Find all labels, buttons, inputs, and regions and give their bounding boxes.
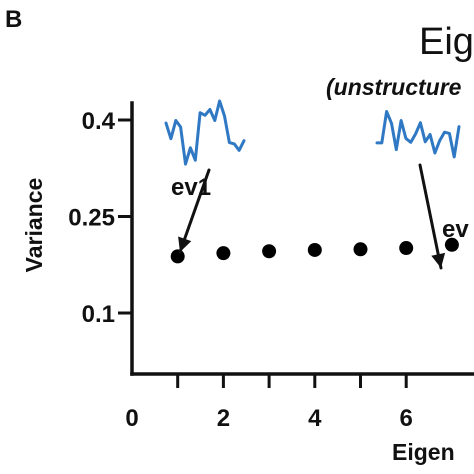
data-point [399,241,414,256]
y-axis-label: Variance [21,178,47,273]
points-layer [170,237,459,264]
unstructured-annotation: (unstructure [326,74,462,100]
data-point [216,246,231,261]
y-tick-label: 0.1 [82,301,115,328]
sparkline-left [164,99,246,166]
data-point [262,244,277,259]
data-point [353,242,368,257]
axes-layer [130,101,474,376]
x-axis-label: Eigen [392,439,455,465]
y-tick-label: 0.25 [68,205,115,232]
sparkline-right [375,110,461,159]
x-tick-label: 4 [308,405,322,432]
chart-title: Eig [419,21,474,63]
data-point [307,242,322,257]
ticks-layer: 0.4 0.25 0.1 0 2 4 6 [68,108,413,432]
annotations-layer [164,99,461,270]
x-tick-label: 6 [400,405,413,432]
y-tick-label: 0.4 [82,108,116,135]
arrow-ev1 [178,168,211,254]
x-tick-label: 0 [125,405,138,432]
panel-letter: B [5,6,22,33]
arrow-ev-right-head [431,252,446,268]
data-point [444,237,459,252]
arrow-ev1-head [178,236,192,252]
ev-right-label: ev [442,216,469,243]
x-tick-label: 2 [217,405,230,432]
data-point [170,249,185,264]
arrow-ev-right [418,163,443,270]
